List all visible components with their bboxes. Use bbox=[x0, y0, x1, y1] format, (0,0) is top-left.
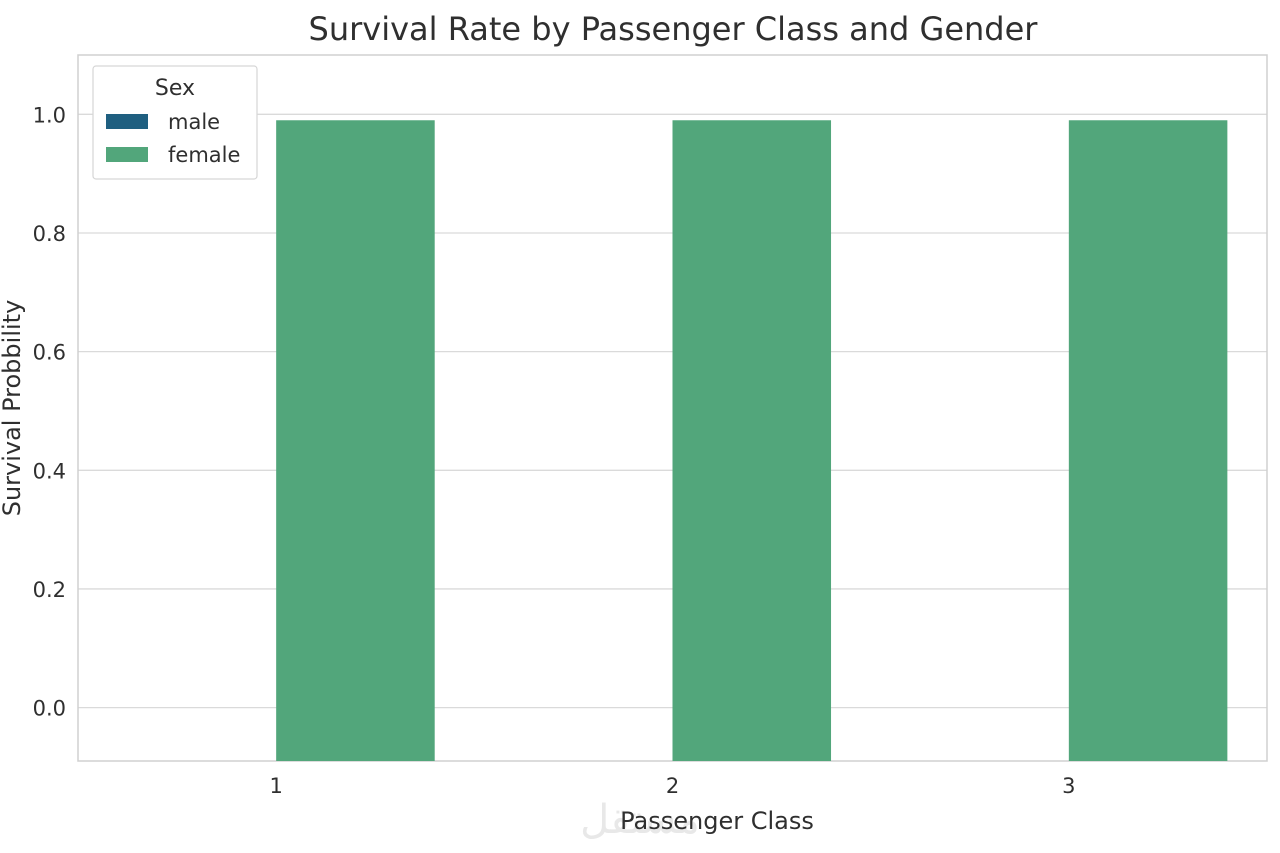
legend: Sex male female bbox=[92, 65, 258, 180]
y-tick-labels: 0.0 0.2 0.4 0.6 0.8 1.0 bbox=[33, 103, 66, 720]
y-tick-label: 1.0 bbox=[33, 103, 66, 127]
y-tick-label: 0.0 bbox=[33, 697, 66, 721]
x-tick-label: 3 bbox=[1062, 774, 1075, 798]
watermark-logo: مستقل bbox=[580, 797, 700, 843]
y-tick-label: 0.6 bbox=[33, 341, 66, 365]
y-tick-label: 0.2 bbox=[33, 578, 66, 602]
bar-female-1 bbox=[276, 120, 435, 762]
x-tick-label: 2 bbox=[666, 774, 679, 798]
legend-label-female: female bbox=[168, 143, 240, 167]
x-tick-label: 1 bbox=[269, 774, 282, 798]
legend-label-male: male bbox=[168, 110, 220, 134]
x-axis-label: Passenger Class bbox=[620, 807, 814, 835]
legend-items: male female bbox=[106, 110, 240, 167]
chart-title: Survival Rate by Passenger Class and Gen… bbox=[309, 10, 1039, 48]
y-axis-label: Survival Probbility bbox=[0, 300, 26, 517]
legend-swatch-female bbox=[106, 147, 148, 162]
legend-swatch-male bbox=[106, 114, 148, 129]
y-tick-label: 0.8 bbox=[33, 222, 66, 246]
bar-female-2 bbox=[672, 120, 832, 762]
bar-female-3 bbox=[1068, 120, 1228, 762]
bars bbox=[276, 120, 1228, 762]
legend-title: Sex bbox=[155, 76, 195, 101]
x-tick-labels: 1 2 3 bbox=[269, 774, 1075, 798]
y-tick-label: 0.4 bbox=[33, 459, 66, 483]
